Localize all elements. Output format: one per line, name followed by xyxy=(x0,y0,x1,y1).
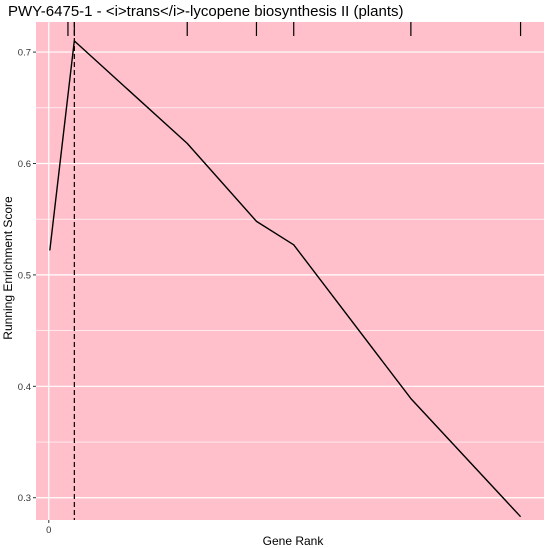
plot-panel xyxy=(36,22,544,520)
axes: 0.3 0.4 0.5 0.6 0.7 0 xyxy=(18,48,52,536)
y-tick-label: 0.7 xyxy=(18,48,31,59)
enrichment-score-line xyxy=(49,40,522,518)
series-layer xyxy=(49,40,522,518)
x-tick-label: 0 xyxy=(46,525,51,536)
y-tick-label: 0.5 xyxy=(18,270,31,281)
y-axis-title: Running Enrichment Score xyxy=(1,196,15,340)
chart-title: PWY-6475-1 - <i>trans</i>-lycopene biosy… xyxy=(8,3,403,20)
y-tick-label: 0.3 xyxy=(18,493,31,504)
gridlines xyxy=(36,22,544,520)
x-axis-title: Gene Rank xyxy=(263,534,325,548)
y-tick-label: 0.4 xyxy=(18,382,31,393)
y-tick-label: 0.6 xyxy=(18,159,31,170)
